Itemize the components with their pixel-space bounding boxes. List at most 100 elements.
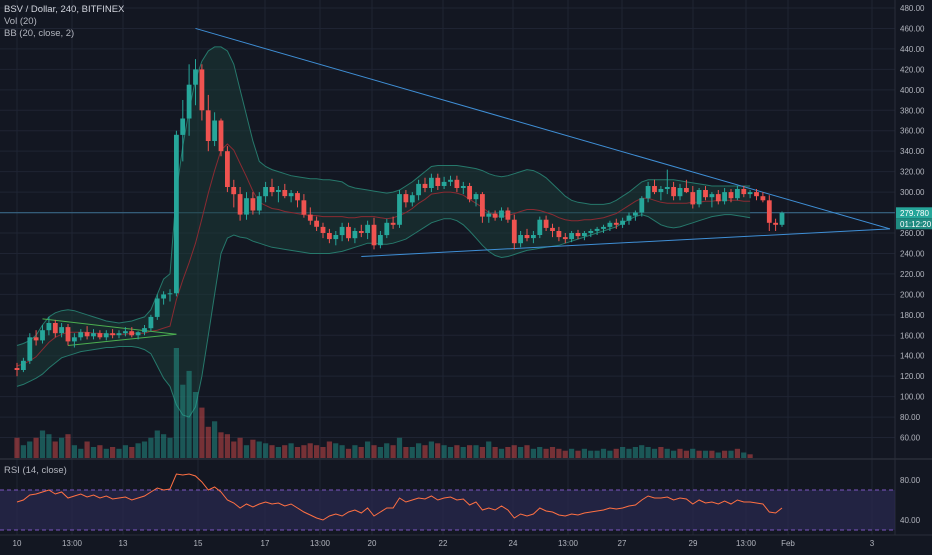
volume-bar — [734, 448, 740, 458]
volume-bar — [314, 445, 320, 458]
price-tick-label: 440.00 — [900, 45, 925, 54]
ascending-trendline — [361, 228, 891, 258]
volume-bar — [441, 445, 447, 458]
candle-body — [671, 187, 676, 197]
volume-legend[interactable]: Vol (20) — [4, 16, 37, 28]
rsi-tick-label: 80.00 — [900, 476, 921, 485]
candle-body — [59, 327, 64, 334]
time-tick-label: Feb — [781, 539, 795, 548]
candle-body — [91, 333, 96, 337]
volume-bar — [59, 437, 65, 458]
candle-body — [658, 189, 664, 193]
candle-body — [148, 316, 154, 329]
candle-body — [403, 194, 409, 203]
volume-bar — [371, 445, 377, 458]
volume-bar — [122, 445, 128, 458]
candle-body — [244, 198, 249, 215]
candle-body — [14, 368, 20, 370]
candle-body — [435, 177, 441, 186]
bb-legend[interactable]: BB (20, close, 2) — [4, 28, 74, 40]
candle-body — [263, 187, 268, 197]
volume-bar — [282, 445, 288, 458]
rsi-indicator-label: RSI (14, close) — [4, 465, 67, 476]
volume-bar — [212, 421, 218, 458]
price-tick-label: 340.00 — [900, 147, 925, 156]
volume-bar — [333, 443, 339, 458]
rsi-band — [0, 490, 895, 530]
candle-body — [696, 190, 702, 205]
candle-body — [582, 233, 587, 237]
volume-bar — [301, 445, 307, 458]
price-tick-label: 460.00 — [900, 25, 925, 34]
volume-bar — [161, 434, 167, 458]
volume-bar — [33, 437, 39, 458]
time-tick-label: 20 — [368, 539, 377, 548]
volume-bar — [556, 448, 562, 458]
volume-bar — [192, 392, 199, 458]
volume-bar — [530, 448, 536, 458]
volume-bar — [65, 434, 71, 458]
volume-bar — [141, 441, 148, 458]
last-price-tag — [896, 207, 932, 219]
candle-body — [569, 233, 574, 240]
candle-body — [186, 84, 192, 119]
candle-body — [690, 192, 696, 205]
candle-body — [371, 224, 377, 246]
last-price-value: 279.780 — [900, 209, 929, 218]
volume-bar — [97, 445, 103, 458]
countdown-tag — [896, 218, 932, 230]
candle-body — [473, 194, 479, 200]
volume-bar — [205, 426, 211, 458]
candle-body — [193, 69, 198, 85]
volume-bar — [709, 450, 715, 458]
candle-body — [269, 187, 275, 193]
candle-body — [97, 333, 103, 338]
candle-body — [645, 186, 651, 199]
candle-body — [747, 192, 753, 195]
volume-bar — [218, 432, 224, 458]
volume-bar — [14, 437, 20, 458]
bb-indicator-label: BB (20, close, 2) — [4, 28, 75, 39]
symbol-legend[interactable]: BSV / Dollar, 240, BITFINEX — [4, 4, 124, 16]
volume-bar — [129, 447, 135, 458]
candle-body — [295, 193, 300, 201]
volume-bar — [677, 448, 683, 458]
time-axis[interactable]: 10 13:00 13 15 17 13:00 20 22 24 13:00 27 29 13:00 Fe… — [13, 539, 875, 548]
volume-bar — [524, 445, 530, 458]
candle-body — [492, 213, 498, 218]
price-tick-label: 60.00 — [900, 434, 921, 443]
price-tag: 279.780 01:12:20 — [896, 207, 932, 230]
candle-body — [543, 219, 549, 228]
rsi-legend[interactable]: RSI (14, close) — [4, 465, 67, 477]
candle-body — [161, 294, 166, 299]
time-tick-label: 13 — [119, 539, 128, 548]
candle-body — [327, 233, 332, 240]
candle-body — [562, 237, 568, 240]
symbol-title: BSV / Dollar, 240, BITFINEX — [4, 4, 125, 15]
candle-body — [212, 120, 217, 141]
time-tick-label: 10 — [13, 539, 22, 548]
candle-body — [409, 195, 415, 203]
volume-bar — [339, 445, 345, 458]
candle-body — [46, 323, 52, 331]
volume-bar — [607, 450, 613, 458]
candle-body — [180, 118, 186, 135]
volume-bar — [435, 443, 441, 458]
candle-body — [129, 331, 135, 336]
volume-bar — [658, 447, 664, 458]
volume-bar — [715, 452, 721, 458]
volume-bar — [180, 384, 186, 458]
volume-bar — [20, 445, 26, 458]
volume-bar — [231, 441, 237, 458]
candle-body — [556, 231, 562, 238]
volume-bar — [250, 439, 256, 458]
candle-body — [84, 332, 90, 337]
volume-bar — [569, 448, 575, 458]
volume-bar — [110, 447, 116, 458]
candle-body — [320, 226, 326, 233]
volume-bar — [243, 445, 250, 458]
time-tick-label: 22 — [439, 539, 448, 548]
